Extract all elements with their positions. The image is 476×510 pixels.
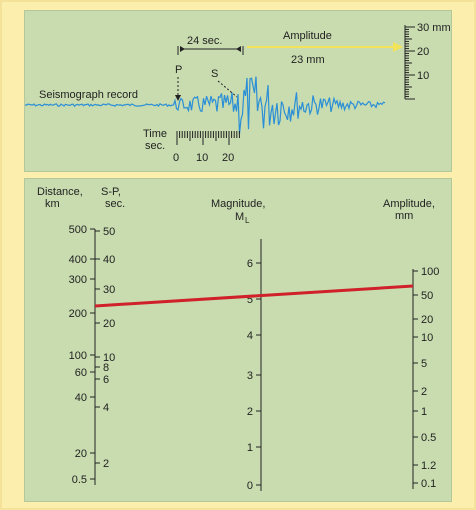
time-label: Time: [143, 128, 167, 140]
amplitude-arrow-head: [393, 42, 403, 52]
sp-label: 6: [103, 374, 109, 386]
time-tick-10: 10: [196, 152, 208, 164]
distance-label: 200: [69, 308, 87, 320]
sp-interval-label: 24 sec.: [187, 35, 222, 47]
s-wave-label: S: [211, 68, 218, 80]
amplitude-label: 0.5: [421, 432, 436, 444]
amplitude-title: Amplitude: [283, 30, 332, 42]
amp-tick-20: 20: [417, 46, 429, 58]
distance-label: 100: [69, 350, 87, 362]
sp-label: 8: [103, 362, 109, 374]
time-unit-label: sec.: [145, 140, 165, 152]
distance-label: 0.5: [72, 474, 87, 486]
distance-label: 500: [69, 224, 87, 236]
distance-label: 300: [69, 274, 87, 286]
magnitude-label: 1: [247, 442, 253, 454]
amplitude-label: 10: [421, 332, 433, 344]
distance-unit: km: [45, 198, 60, 210]
distance-label: 20: [75, 448, 87, 460]
magnitude-label: 6: [247, 258, 253, 270]
amplitude-unit: mm: [395, 210, 413, 222]
seismogram-trace: [24, 76, 386, 134]
amplitude-value: 23 mm: [291, 54, 325, 66]
amplitude-label: 50: [421, 290, 433, 302]
amplitude-label: 1.2: [421, 460, 436, 472]
nomogram-panel: Distance, km S-P, sec. Magnitude, M L Am…: [24, 178, 452, 502]
magnitude-label: 0: [247, 480, 253, 492]
time-tick-0: 0: [173, 152, 179, 164]
magnitude-sub: L: [245, 216, 250, 225]
magnitude-connecting-line: [94, 284, 414, 308]
sp-label: 2: [103, 458, 109, 470]
sp-label: 40: [103, 254, 115, 266]
amplitude-label: 5: [421, 358, 427, 370]
seismograph-panel: Seismograph record P S 24 sec. Amplitude…: [24, 10, 452, 172]
distance-label: 60: [75, 367, 87, 379]
sp-label: 10: [103, 352, 115, 364]
magnitude-header: Magnitude,: [211, 198, 265, 210]
sp-unit: sec.: [105, 198, 125, 210]
sp-label: 50: [103, 226, 115, 238]
distance-label: 400: [69, 254, 87, 266]
sp-label: 20: [103, 318, 115, 330]
sp-bracket-arrow-left: [180, 46, 185, 52]
sp-header: S-P,: [101, 186, 121, 198]
magnitude-ml: M: [235, 211, 244, 223]
amplitude-label: 100: [421, 266, 439, 278]
amp-tick-10: 10: [417, 70, 429, 82]
nomogram-svg: Distance, km S-P, sec. Magnitude, M L Am…: [37, 186, 439, 492]
p-wave-label: P: [175, 64, 182, 76]
sp-label: 4: [103, 402, 109, 414]
s-wave-marker: [217, 80, 238, 98]
amplitude-label: 1: [421, 406, 427, 418]
amplitude-label: 0.1: [421, 478, 436, 490]
amp-tick-30: 30 mm: [417, 22, 451, 34]
time-tick-20: 20: [222, 152, 234, 164]
magnitude-label: 3: [247, 370, 253, 382]
distance-label: 40: [75, 392, 87, 404]
p-arrow-head: [175, 95, 181, 101]
seismograph-svg: Seismograph record P S 24 sec. Amplitude…: [24, 22, 451, 164]
magnitude-label: 2: [247, 406, 253, 418]
time-scale: Time sec. 0 10 20: [143, 128, 240, 164]
amplitude-ruler: 30 mm 20 10: [404, 22, 451, 100]
amplitude-label: 2: [421, 386, 427, 398]
seismograph-record-label: Seismograph record: [39, 89, 138, 101]
sp-bracket-arrow-right: [236, 46, 241, 52]
sp-label: 30: [103, 284, 115, 296]
distance-header: Distance,: [37, 186, 83, 198]
amplitude-header: Amplitude,: [383, 198, 435, 210]
amplitude-label: 20: [421, 314, 433, 326]
magnitude-label: 5: [247, 294, 253, 306]
magnitude-label: 4: [247, 330, 253, 342]
